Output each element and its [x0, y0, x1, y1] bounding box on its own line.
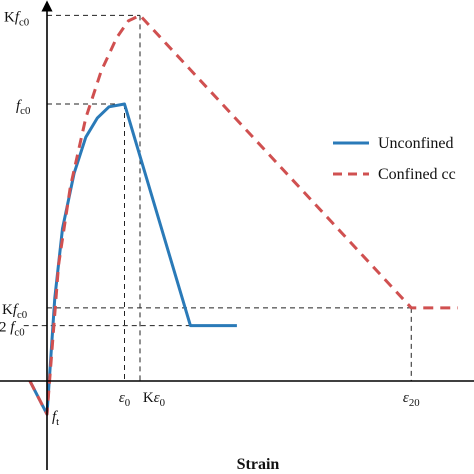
series-lines: [28, 13, 458, 416]
x-tick-labels: ε0 Kε0 ε20: [119, 390, 420, 409]
y-tick-label-fc0_r: 2 fc0: [0, 320, 25, 339]
x-tick-label-e0: ε0: [119, 390, 130, 409]
y-tick-label-fc0: fc0: [16, 98, 30, 117]
series-line-unconfined: [28, 102, 237, 416]
y-tick-label-kfc0: Kfc0: [4, 9, 29, 28]
annotations: ft: [52, 409, 59, 428]
legend-label-confined: Confined cc: [378, 166, 456, 183]
annotation-ft: ft: [52, 409, 59, 428]
x-axis-title: Strain: [237, 456, 280, 473]
legend: Unconfined Confined cc: [333, 135, 456, 183]
guide-lines: [23, 14, 412, 381]
x-tick-label-ke0: Kε0: [143, 390, 165, 409]
x-tick-label-e20: ε20: [403, 390, 420, 409]
y-tick-label-kfc0_r: Kfc0: [2, 302, 27, 321]
series-line-confined: [28, 13, 458, 416]
legend-label-unconfined: Unconfined: [378, 135, 454, 152]
